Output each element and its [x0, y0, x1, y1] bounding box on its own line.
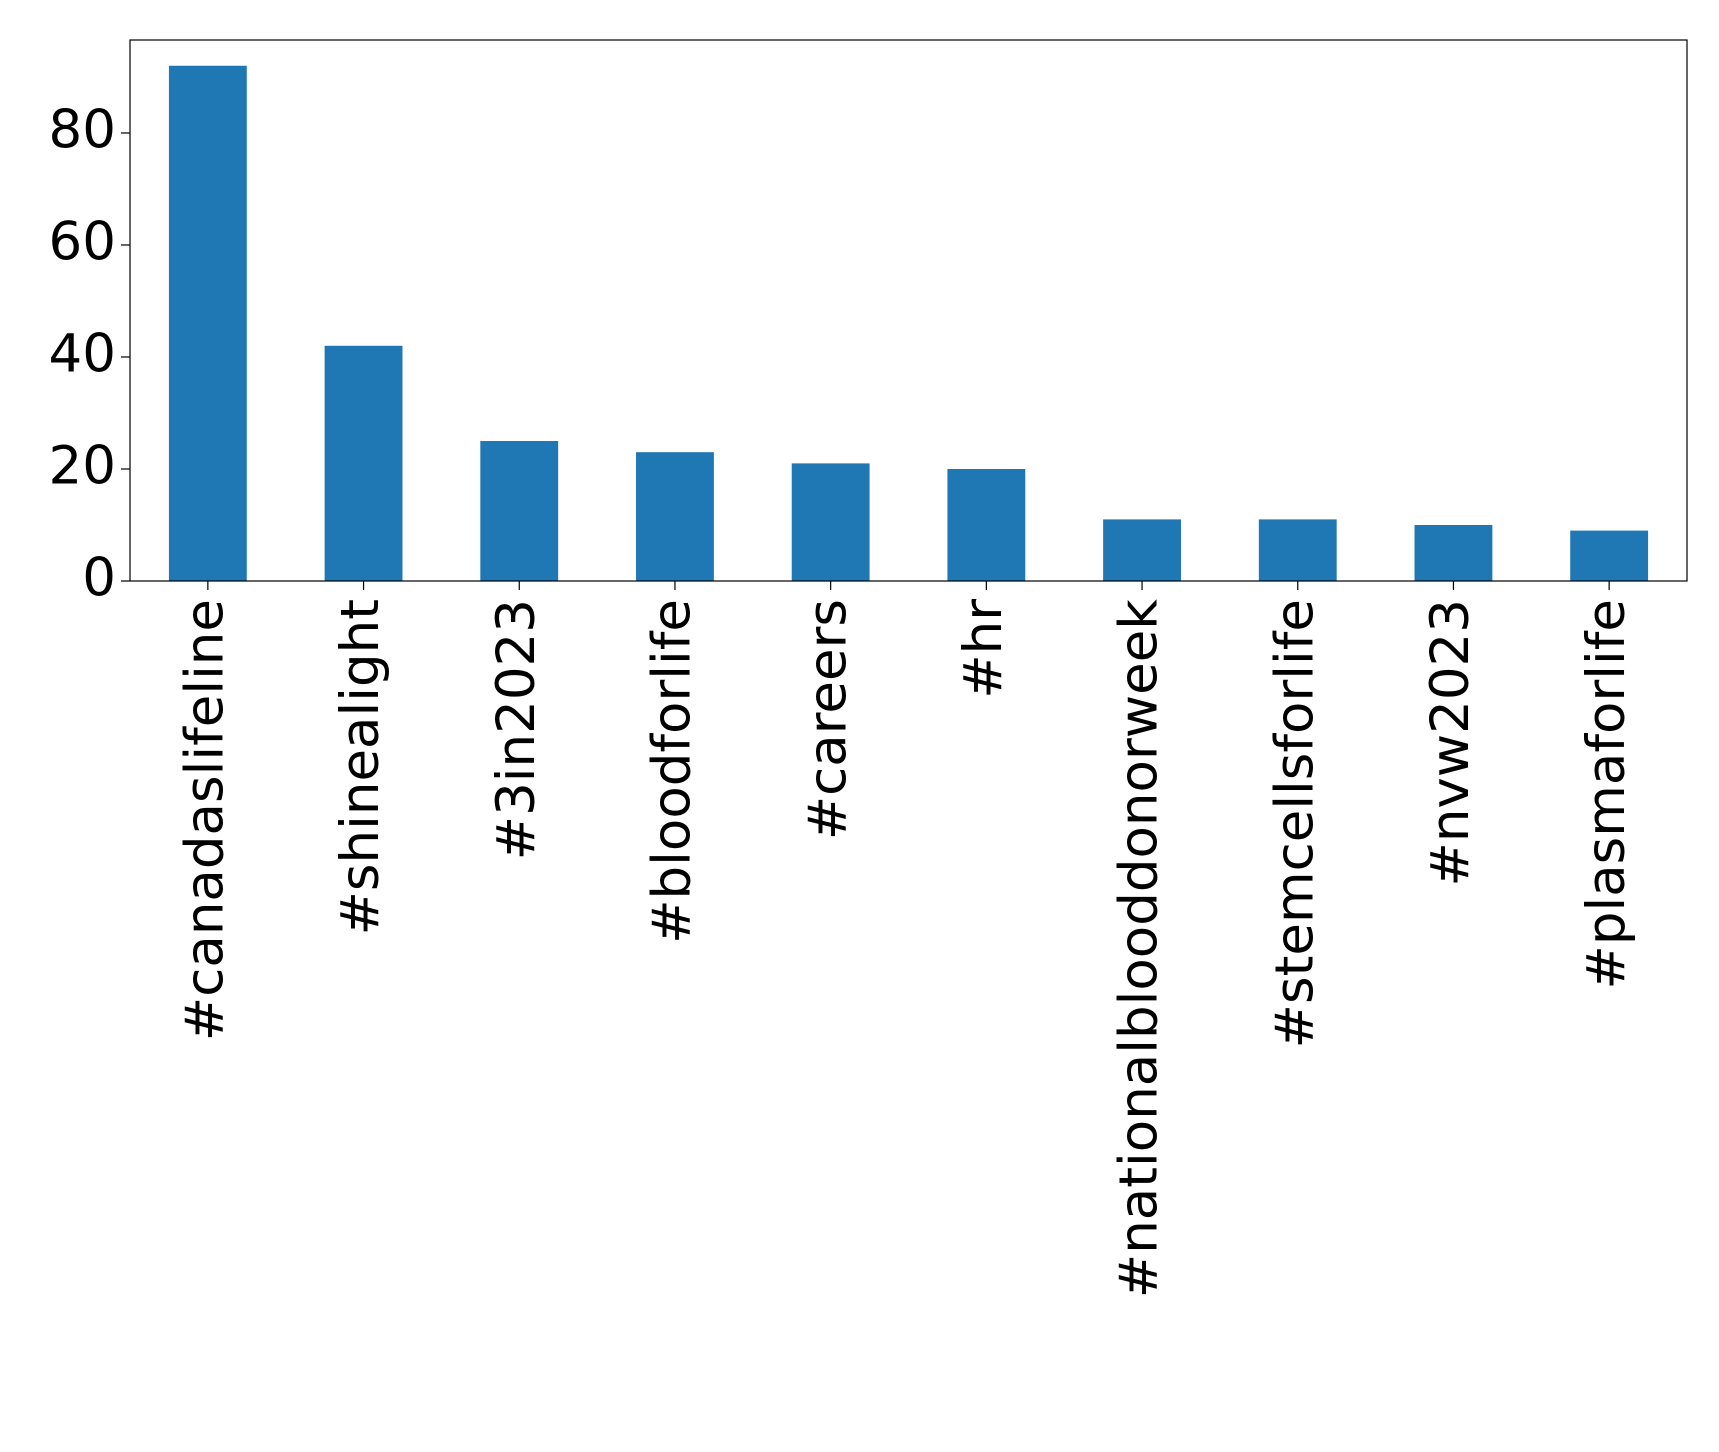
y-tick-label: 80: [49, 100, 116, 161]
x-tick-label: #plasmaforlife: [1576, 599, 1637, 990]
x-tick-label: #careers: [797, 599, 858, 840]
x-tick-label: #nationalblooddonorweek: [1109, 599, 1170, 1299]
x-tick-label: #bloodforlife: [642, 599, 703, 944]
bar: [1570, 530, 1649, 581]
bar: [636, 452, 714, 581]
y-tick-label: 40: [49, 324, 116, 385]
x-tick-label: #hr: [953, 599, 1014, 699]
bar: [1414, 524, 1493, 581]
bar: [947, 468, 1026, 581]
bar: [1258, 519, 1337, 581]
x-tick-label: #canadaslifeline: [174, 599, 235, 1041]
y-tick-label: 20: [49, 436, 116, 497]
bar: [480, 440, 559, 581]
y-tick-label: 0: [82, 548, 116, 609]
bar: [791, 463, 870, 581]
x-tick-label: #shinealight: [330, 599, 391, 935]
bar: [324, 345, 403, 581]
x-tick-label: #nvw2023: [1420, 599, 1481, 887]
x-tick-label: #3in2023: [486, 599, 547, 860]
y-tick-label: 60: [49, 212, 116, 273]
plot-frame: [129, 39, 1688, 582]
bar: [168, 65, 247, 581]
bar: [1103, 519, 1181, 581]
x-tick-label: #stemcellsforlife: [1264, 599, 1325, 1048]
